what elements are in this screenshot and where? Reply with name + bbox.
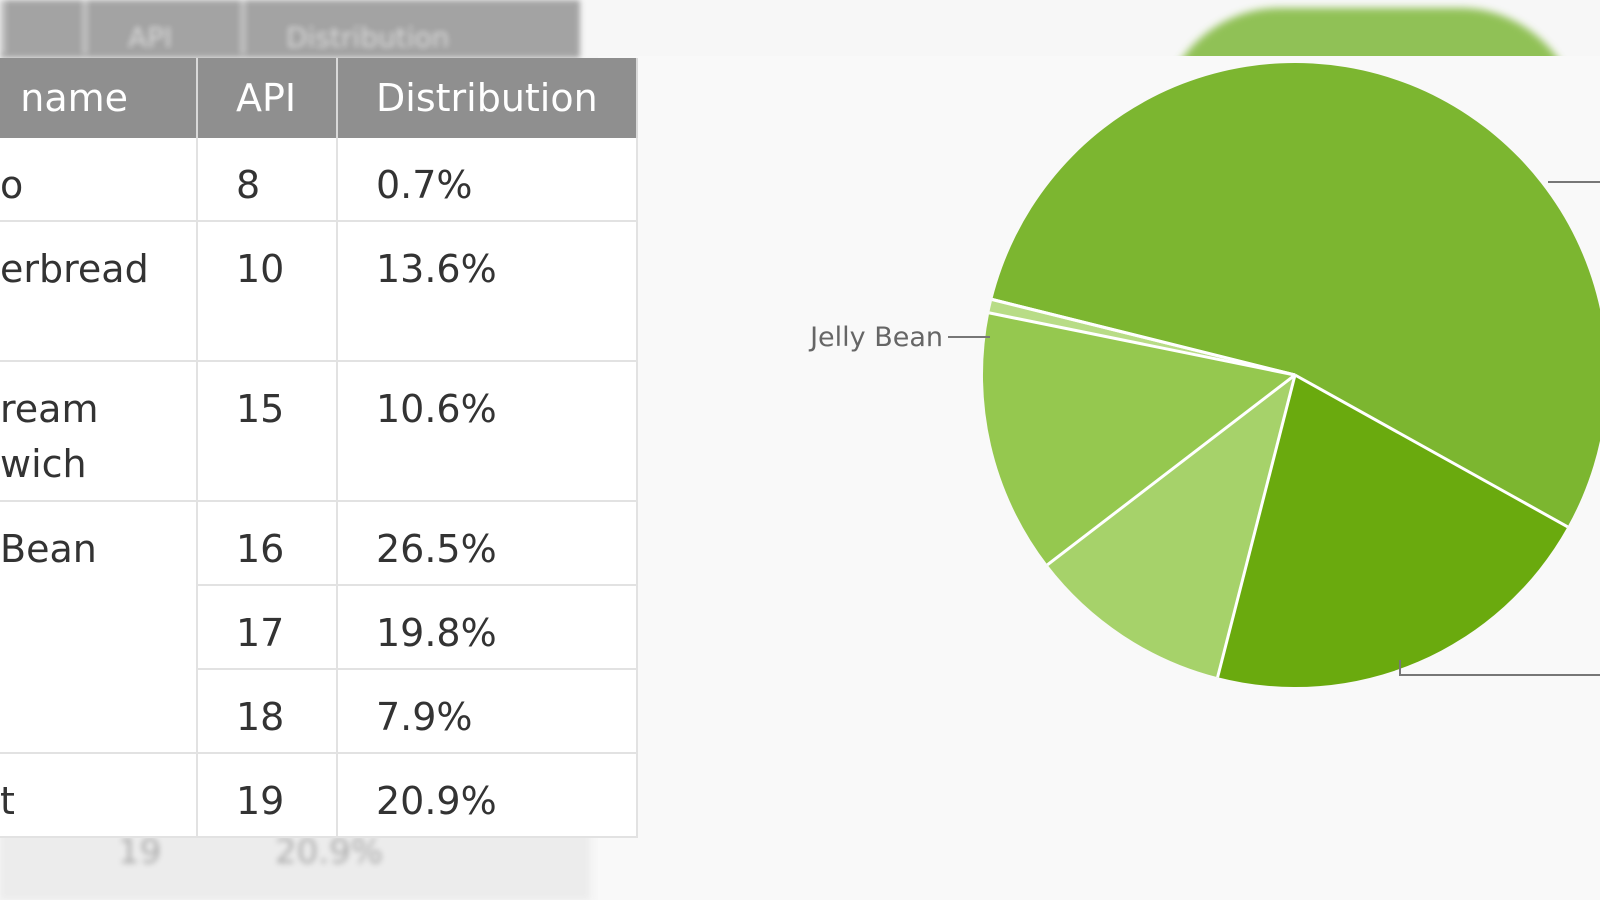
cell-codename: erbread — [0, 221, 198, 362]
pie-slice-segment-1 — [1217, 375, 1568, 688]
cell-distribution: 10.6% — [337, 361, 638, 502]
cell-codename: t — [0, 753, 198, 838]
table-header-row: name API Distribution — [0, 58, 638, 138]
ghost-header-cell: Distribution — [240, 0, 580, 54]
cell-distribution: 20.9% — [337, 753, 638, 838]
ghost-table-header: API Distribution — [0, 0, 580, 58]
cell-api: 18 — [197, 669, 338, 754]
ghost-header-cell: API — [82, 0, 240, 54]
cell-codename: o — [0, 138, 198, 222]
cell-api: 8 — [197, 138, 338, 222]
cell-distribution: 7.9% — [337, 669, 638, 754]
ghost-header-distribution: Distribution — [286, 21, 450, 54]
slice-separator — [991, 298, 1296, 377]
cell-api: 19 — [197, 753, 338, 838]
slice-separator — [1046, 373, 1296, 566]
table-row: o 8 0.7% — [0, 138, 638, 222]
cell-codename: ream wich — [0, 361, 198, 502]
pie-slice-jelly-bean — [992, 63, 1600, 527]
pie-slices — [982, 63, 1600, 688]
slice-separator — [1216, 374, 1297, 678]
table-row: 18 7.9% — [0, 669, 638, 754]
cell-api: 17 — [197, 585, 338, 670]
cell-api: 15 — [197, 361, 338, 502]
header-distribution: Distribution — [337, 58, 638, 138]
table-row: Bean 16 26.5% — [0, 501, 638, 754]
cell-api: 10 — [197, 221, 338, 362]
pie-separators — [988, 298, 1569, 678]
pie-slice-segment-3 — [982, 312, 1295, 565]
pie-slice-segment-2 — [1047, 375, 1295, 678]
leader-line — [1399, 660, 1600, 676]
header-codename: name — [0, 58, 198, 138]
pie-labels: Jelly Bean — [808, 322, 990, 353]
cell-codename: Bean — [0, 501, 198, 754]
ghost-header-cell — [0, 0, 82, 54]
ghost-table-footer: 19 20.9% — [0, 828, 590, 900]
cell-api: 16 — [197, 501, 338, 586]
slice-separator — [1294, 373, 1569, 529]
slice-label-jelly-bean: Jelly Bean — [808, 322, 943, 353]
ghost-footer-api: 19 — [118, 832, 162, 872]
table-row: ream wich 15 10.6% — [0, 361, 638, 502]
ghost-header-api: API — [128, 21, 173, 54]
pie-leader-lines — [1399, 181, 1600, 676]
table-row: 17 19.8% — [0, 585, 638, 670]
distribution-table: name API Distribution o 8 0.7% erbread 1… — [0, 58, 638, 838]
slice-separator — [988, 311, 1296, 377]
cell-distribution: 13.6% — [337, 221, 638, 362]
header-api: API — [197, 58, 338, 138]
table-row: t 19 20.9% — [0, 753, 638, 838]
cell-distribution: 26.5% — [337, 501, 638, 586]
ghost-footer-distribution: 20.9% — [275, 832, 384, 872]
cell-distribution: 0.7% — [337, 138, 638, 222]
table-row: erbread 10 13.6% — [0, 221, 638, 362]
cell-distribution: 19.8% — [337, 585, 638, 670]
